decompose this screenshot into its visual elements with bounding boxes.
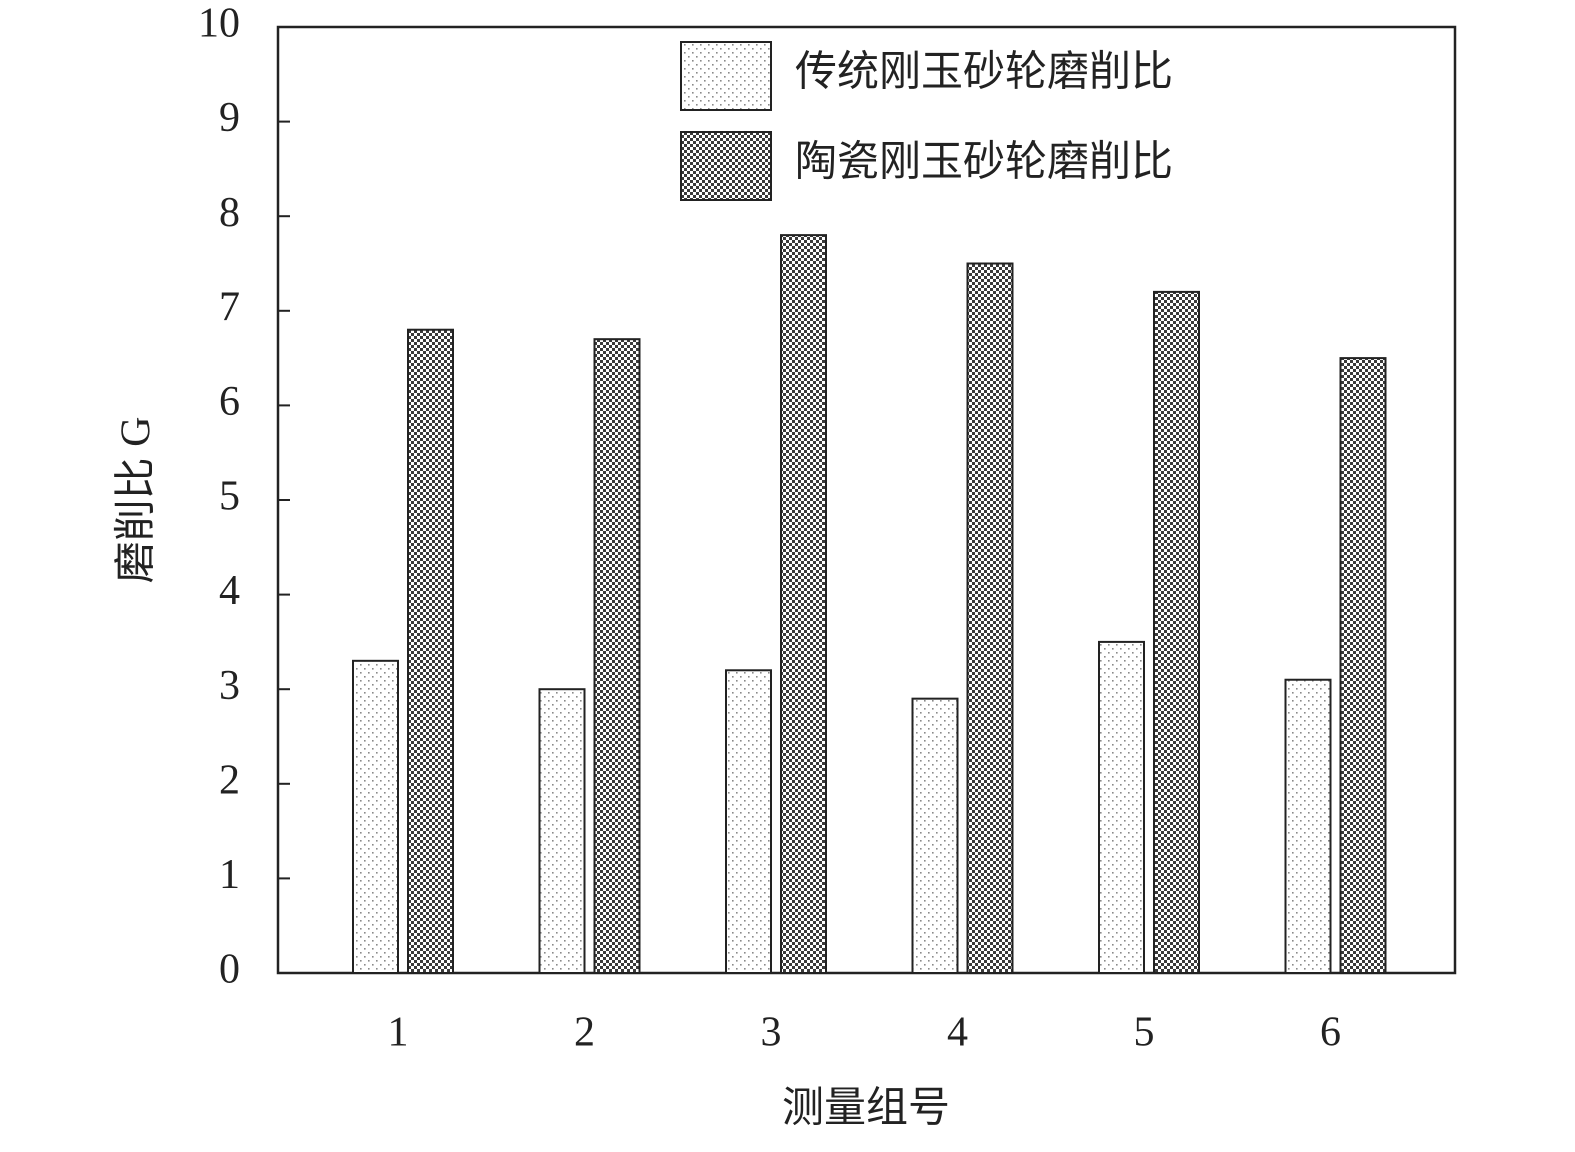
bar <box>1098 640 1145 975</box>
x-tick-label: 2 <box>574 1010 595 1056</box>
legend-label: 传统刚玉砂轮磨削比 <box>795 50 1173 96</box>
x-axis-title: 测量组号 <box>782 1086 950 1132</box>
y-tick-label: 8 <box>219 190 240 236</box>
x-tick-label: 3 <box>761 1010 782 1056</box>
legend-swatch <box>680 131 772 201</box>
bar <box>725 669 772 975</box>
y-tick-label: 3 <box>219 663 240 709</box>
y-tick-label: 0 <box>219 947 240 993</box>
bar <box>780 234 827 974</box>
y-tick-label: 7 <box>219 284 240 330</box>
y-axis-title: 磨削比 G <box>114 417 160 584</box>
y-tick-label: 4 <box>219 568 240 614</box>
y-tick-label: 5 <box>219 474 240 520</box>
bar <box>1284 678 1332 974</box>
legend-label: 陶瓷刚玉砂轮磨削比 <box>795 140 1173 186</box>
bar <box>352 659 399 974</box>
x-tick-label: 4 <box>947 1010 968 1056</box>
bar <box>407 328 454 975</box>
bar <box>1153 290 1200 974</box>
bar <box>911 697 959 974</box>
bar <box>593 338 641 974</box>
y-tick-label: 10 <box>198 1 240 47</box>
y-tick-label: 1 <box>219 852 240 898</box>
y-tick-label: 6 <box>219 379 240 425</box>
bar <box>1339 357 1387 975</box>
y-tick-label: 2 <box>219 757 240 803</box>
legend-swatch <box>680 41 772 111</box>
x-tick-label: 6 <box>1320 1010 1341 1056</box>
bar <box>966 262 1014 974</box>
y-tick-label: 9 <box>219 95 240 141</box>
x-tick-label: 1 <box>388 1010 409 1056</box>
bar <box>538 688 586 974</box>
x-tick-label: 5 <box>1134 1010 1155 1056</box>
